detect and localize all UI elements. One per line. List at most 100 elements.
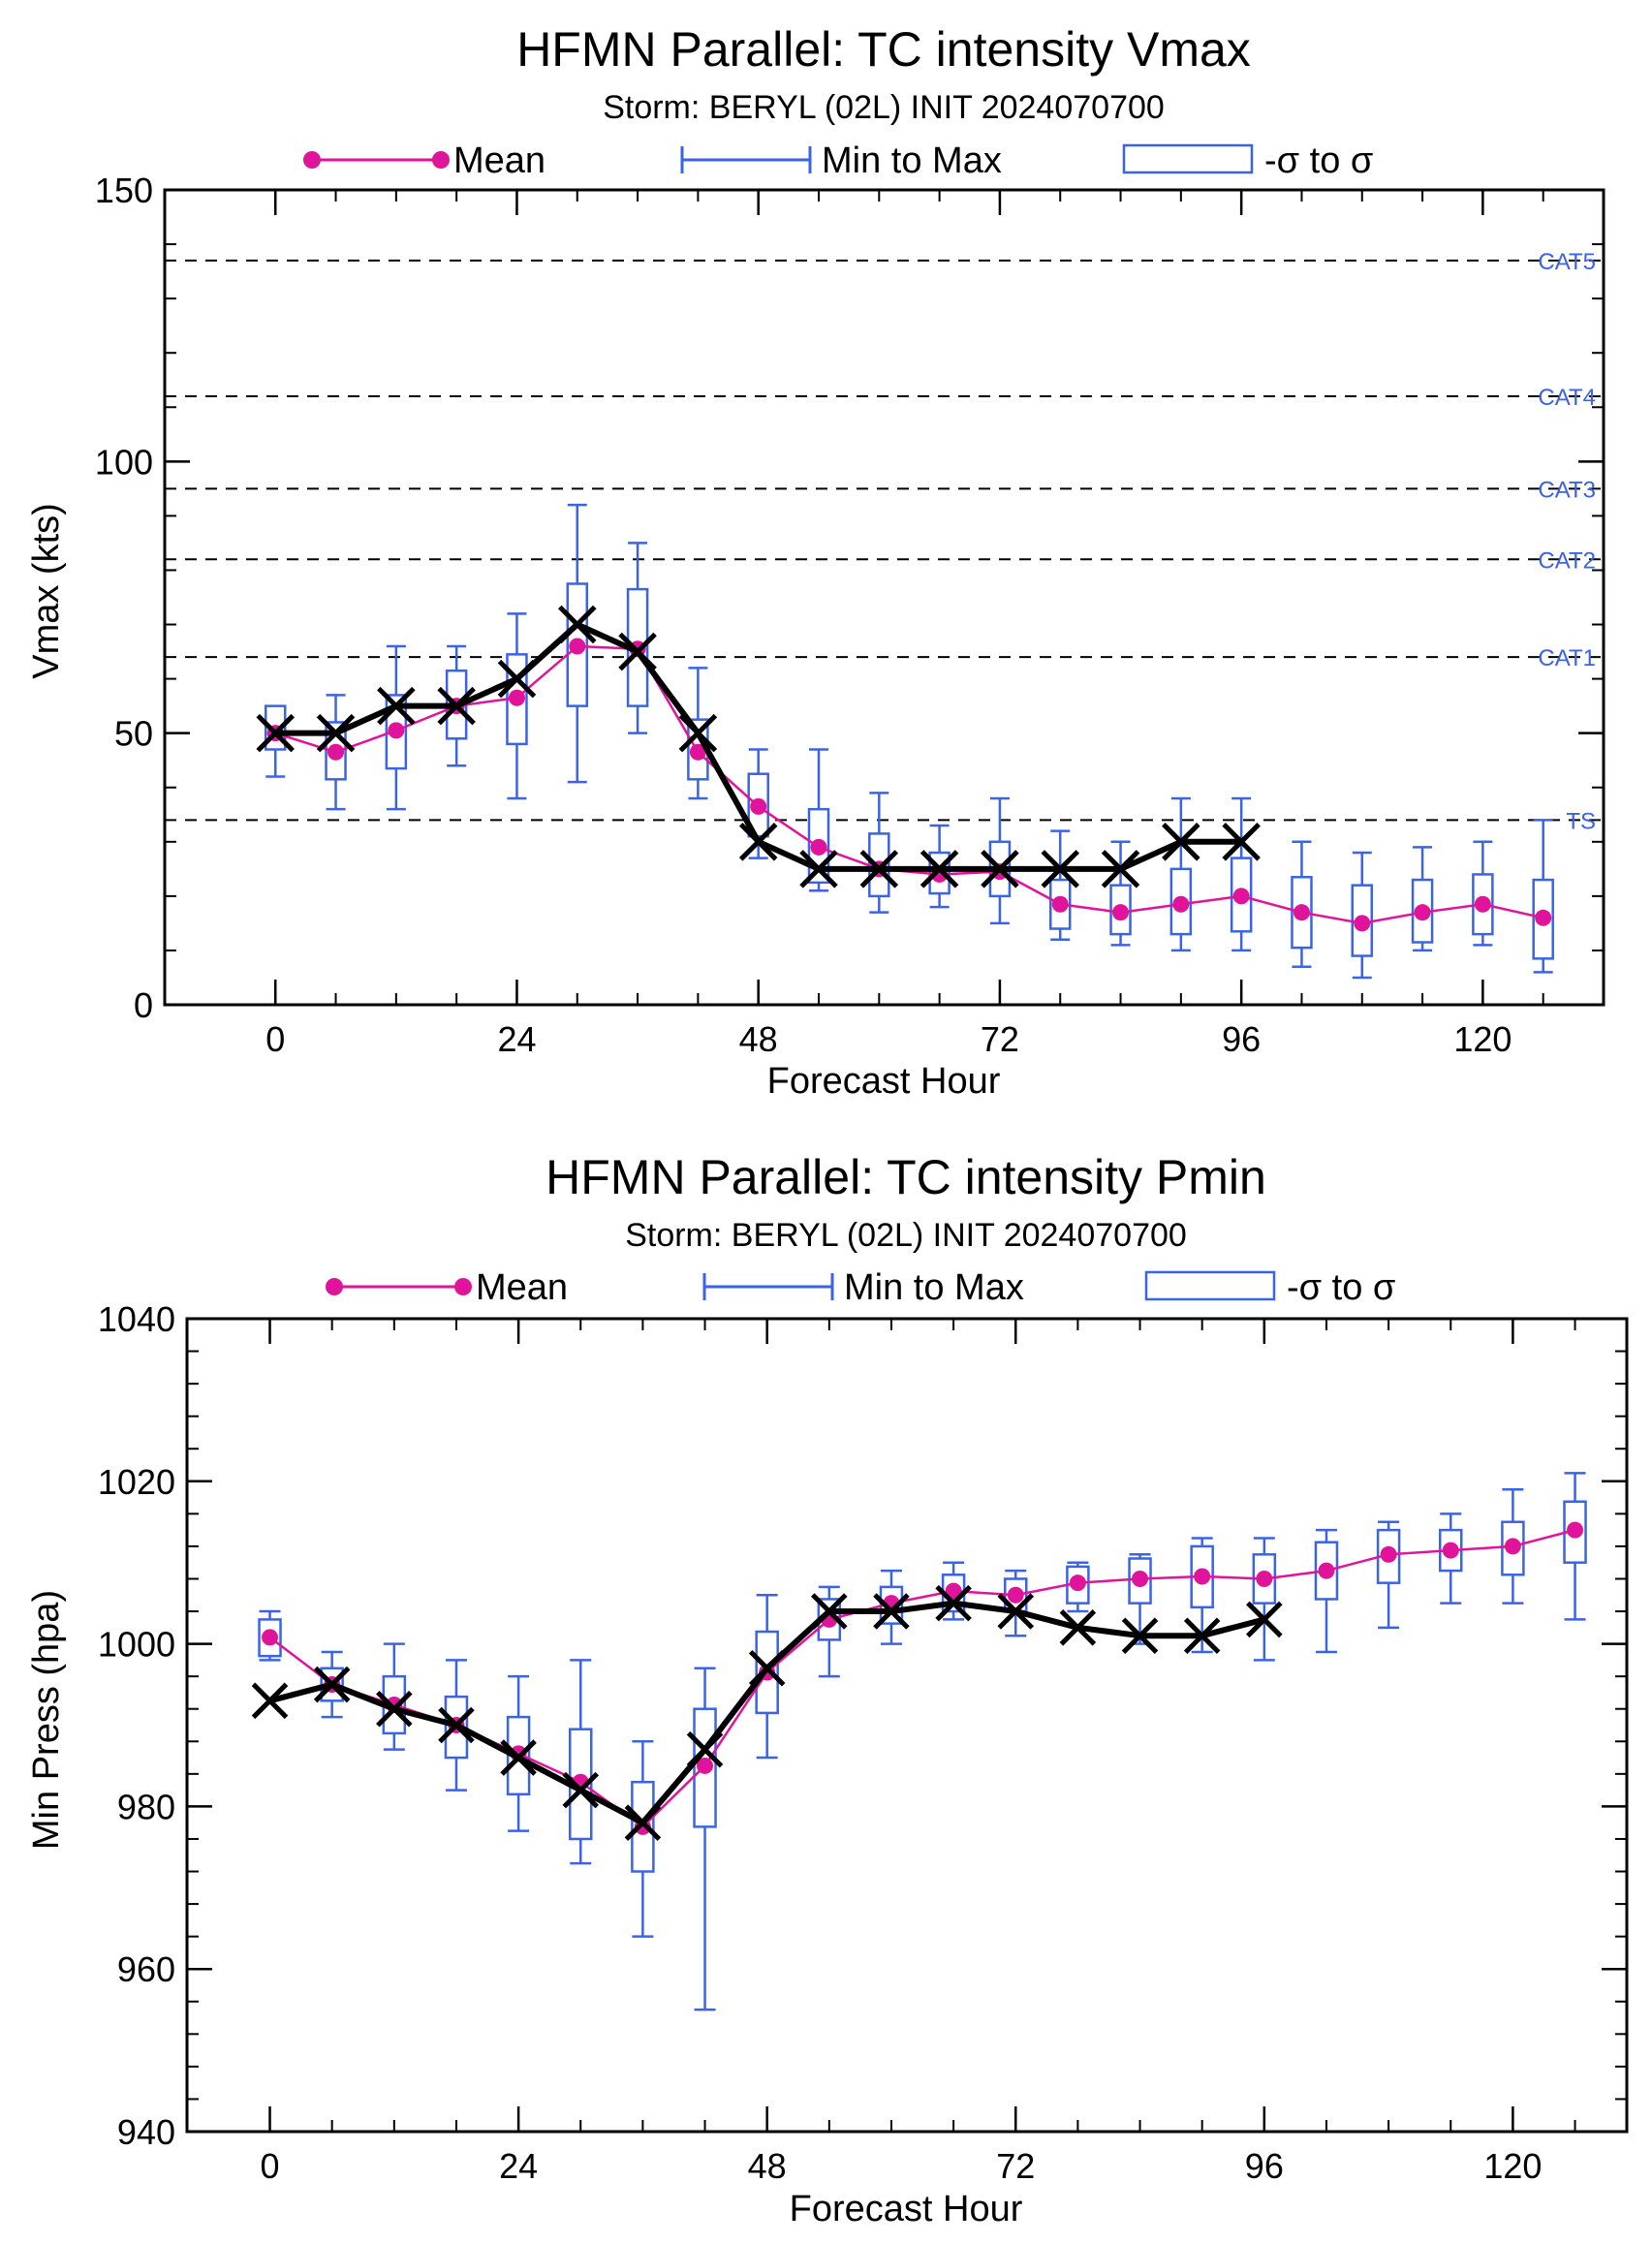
chart-title: HFMN Parallel: TC intensity Vmax <box>516 22 1251 77</box>
legend-mean-label: Mean <box>453 140 545 181</box>
best-track-marker <box>624 1804 662 1841</box>
threshold-label: CAT4 <box>1538 385 1596 411</box>
mean-point <box>810 838 827 856</box>
mean-point <box>388 722 405 739</box>
best-track-marker <box>1183 1617 1221 1654</box>
x-tick-label: 96 <box>1245 2146 1284 2186</box>
mean-point <box>945 1582 962 1600</box>
x-axis-label: Forecast Hour <box>767 1061 1001 1102</box>
mean-point <box>1293 904 1310 921</box>
x-tick-label: 96 <box>1222 1019 1261 1059</box>
legend-mean-marker <box>454 1278 472 1295</box>
best-track-marker <box>500 1739 537 1776</box>
chart-subtitle: Storm: BERYL (02L) INIT 2024070700 <box>603 89 1165 126</box>
threshold-label: CAT2 <box>1538 547 1596 574</box>
legend-mean-marker <box>432 151 450 169</box>
best-track-marker <box>376 1690 413 1728</box>
mean-point <box>262 1629 279 1646</box>
x-tick-label: 72 <box>996 2146 1035 2186</box>
mean-point <box>1567 1521 1584 1539</box>
y-tick-label: 50 <box>114 714 153 754</box>
mean-point <box>1007 1586 1024 1604</box>
best-track-marker <box>1222 823 1261 861</box>
mean-point <box>1474 895 1491 913</box>
threshold-label: CAT5 <box>1538 249 1596 275</box>
threshold-label: TS <box>1566 808 1596 834</box>
best-track-marker <box>738 823 778 861</box>
x-tick-label: 120 <box>1453 1019 1512 1059</box>
best-track-marker <box>678 713 718 753</box>
y-tick-label: 100 <box>95 442 153 482</box>
best-track-marker <box>438 1706 475 1744</box>
y-tick-label: 940 <box>117 2112 175 2152</box>
best-track-marker <box>251 1682 289 1720</box>
y-tick-label: 150 <box>95 171 153 210</box>
mean-point <box>327 743 345 761</box>
mean-point <box>689 743 706 761</box>
x-tick-label: 120 <box>1483 2146 1542 2186</box>
mean-point <box>1112 904 1130 921</box>
vmax-chart: HFMN Parallel: TC intensity Vmax Storm: … <box>26 22 1605 1102</box>
x-tick-label: 48 <box>748 2146 787 2186</box>
best-track-marker <box>859 850 899 888</box>
mean-point <box>1535 909 1552 926</box>
best-track-marker <box>1041 850 1079 888</box>
best-track-marker <box>997 1593 1035 1630</box>
best-track-marker <box>935 1584 972 1622</box>
threshold-label: CAT3 <box>1538 477 1596 503</box>
plot-area: 940 960 980 1000 1020 1040 0 24 48 72 96 120 <box>98 1299 1629 2186</box>
legend: Mean Min to Max -σ to σ <box>326 1267 1395 1308</box>
mean-point <box>1354 915 1371 932</box>
best-track-marker <box>1246 1601 1283 1638</box>
best-track-marker <box>748 1650 786 1687</box>
best-track-marker <box>558 605 597 644</box>
best-track-marker <box>1101 850 1140 888</box>
legend-mean-marker <box>303 151 321 169</box>
legend-sigma-box <box>1144 1270 1276 1301</box>
legend-sigma-label: -σ to σ <box>1264 140 1373 181</box>
legend-minmax-label: Min to Max <box>844 1267 1024 1308</box>
best-track-marker <box>873 1593 910 1630</box>
best-track-marker <box>920 850 959 888</box>
y-tick-label: 1040 <box>98 1299 175 1339</box>
best-track-marker <box>316 713 356 753</box>
best-track-marker <box>1121 1617 1159 1654</box>
x-axis-label: Forecast Hour <box>790 2189 1023 2229</box>
best-track-marker <box>981 850 1019 888</box>
y-tick-label: 0 <box>134 985 153 1025</box>
chart-subtitle: Storm: BERYL (02L) INIT 2024070700 <box>625 1217 1187 1254</box>
chart-title: HFMN Parallel: TC intensity Pmin <box>545 1150 1266 1204</box>
best-track-marker <box>799 850 838 888</box>
best-track-marker <box>377 686 416 726</box>
x-tick-label: 24 <box>499 2146 538 2186</box>
mean-point <box>1318 1562 1335 1579</box>
x-tick-label: 0 <box>261 2146 280 2186</box>
legend-sigma-label: -σ to σ <box>1287 1267 1395 1308</box>
mean-point <box>1442 1542 1459 1559</box>
y-tick-label: 1020 <box>98 1462 175 1502</box>
mean-point <box>1504 1538 1521 1555</box>
y-axis-label: Vmax (kts) <box>26 503 67 679</box>
x-tick-label: 0 <box>265 1019 285 1059</box>
mean-point <box>1232 888 1250 905</box>
pmin-chart: HFMN Parallel: TC intensity Pmin Storm: … <box>26 1150 1629 2229</box>
mean-point <box>1132 1570 1149 1587</box>
threshold-label: CAT1 <box>1538 645 1596 671</box>
best-track-marker <box>437 686 476 726</box>
y-axis-label: Min Press (hpa) <box>26 1590 67 1850</box>
best-track-marker <box>562 1771 600 1809</box>
mean-point <box>1194 1568 1211 1585</box>
x-tick-label: 72 <box>981 1019 1019 1059</box>
mean-point <box>1256 1570 1273 1587</box>
y-tick-label: 980 <box>117 1787 175 1826</box>
best-track-marker <box>313 1666 351 1703</box>
best-track-marker <box>497 659 537 699</box>
mean-point <box>1414 904 1431 921</box>
mean-point <box>569 638 586 655</box>
best-track-marker <box>256 713 295 753</box>
legend-mean-marker <box>326 1278 343 1295</box>
legend-mean-label: Mean <box>476 1267 568 1308</box>
best-track-marker <box>1059 1609 1097 1646</box>
plot-area: 0 50 100 150 0 24 48 72 96 120 TS CAT1 CAT2 CAT3 CAT4 C… <box>95 171 1605 1059</box>
legend: Mean Min to Max -σ to σ <box>303 140 1373 181</box>
